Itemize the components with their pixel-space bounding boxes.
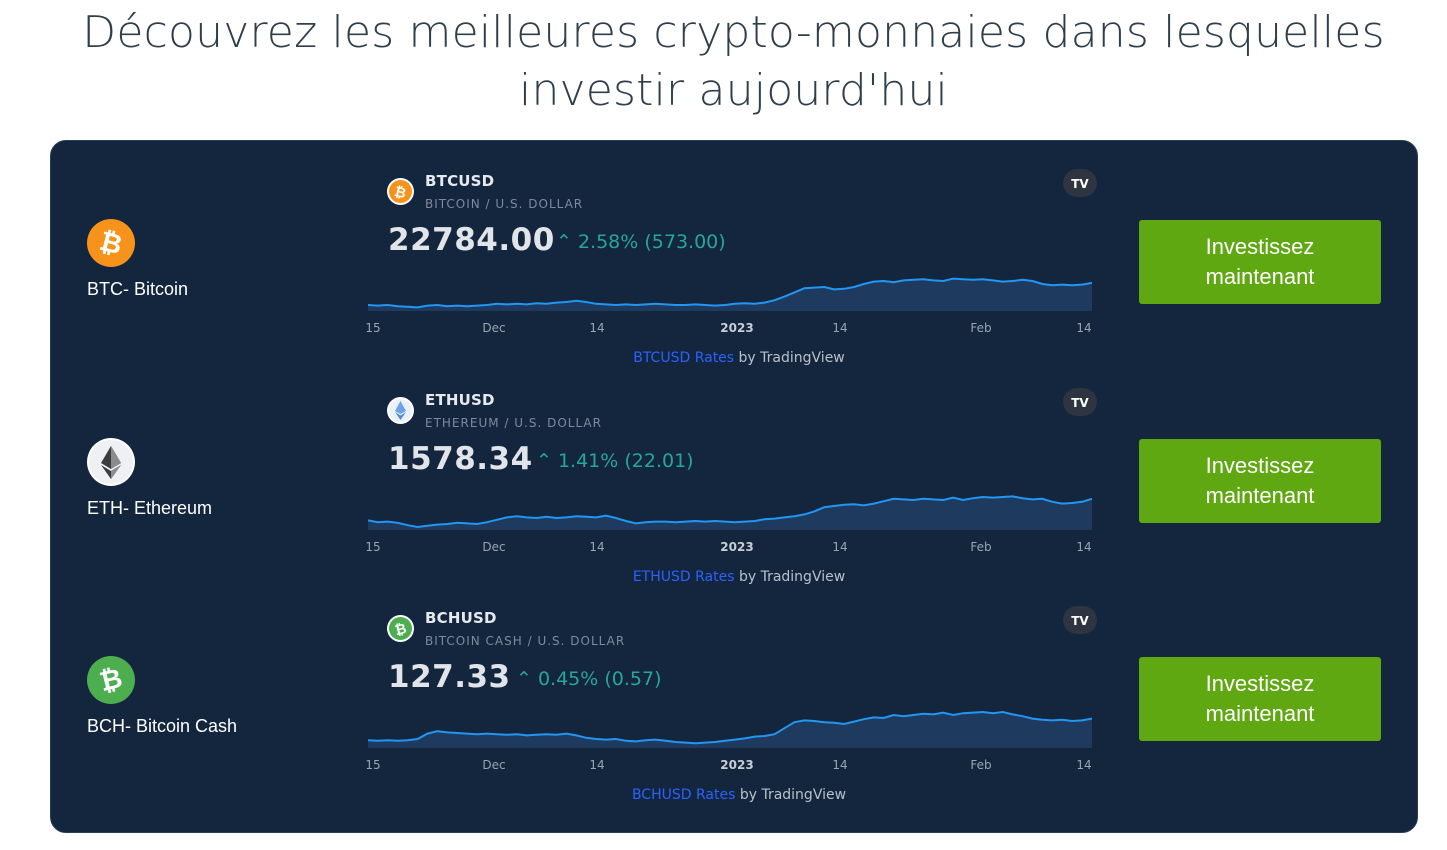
symbol-description: ETHEREUM / U.S. DOLLAR xyxy=(425,416,602,430)
axis-tick: 14 xyxy=(589,758,605,772)
axis-tick: Feb xyxy=(970,540,992,554)
coin-name: BTC- Bitcoin xyxy=(87,279,189,299)
time-axis: 15 Dec 14 2023 14 Feb 14 xyxy=(365,540,1100,556)
coin-name: ETH- Ethereum xyxy=(87,498,213,518)
axis-tick: Dec xyxy=(482,758,506,772)
crypto-panel: ₿ BTC- Bitcoin ₿ BTCUSD BITCOIN / U.S. D… xyxy=(50,140,1418,833)
sparkline-line xyxy=(368,710,1092,745)
tradingview-logo-icon[interactable]: TV xyxy=(1063,169,1097,197)
price-sparkline[interactable] xyxy=(368,251,1092,311)
axis-tick: 14 xyxy=(589,540,605,554)
symbol-description: BITCOIN / U.S. DOLLAR xyxy=(425,197,584,211)
axis-tick: 2023 xyxy=(720,758,754,772)
headline-line-1: Découvrez les meilleures crypto-monnaies… xyxy=(82,7,1385,58)
tradingview-widget[interactable]: ETHUSD ETHEREUM / U.S. DOLLAR TV 1578.34… xyxy=(365,360,1100,585)
axis-tick: 15 xyxy=(365,758,381,772)
axis-tick: 2023 xyxy=(720,540,754,554)
crypto-row-bch: ₿ BCH- Bitcoin Cash ₿ BCHUSD BITCOIN CAS… xyxy=(51,578,1419,803)
ethereum-icon xyxy=(387,397,414,424)
axis-tick: 14 xyxy=(832,540,848,554)
svg-text:TV: TV xyxy=(1071,396,1089,410)
svg-text:TV: TV xyxy=(1071,177,1089,191)
axis-tick: Feb xyxy=(970,758,992,772)
axis-tick: 2023 xyxy=(720,321,754,335)
time-axis: 15 Dec 14 2023 14 Feb 14 xyxy=(365,321,1100,337)
tradingview-credit: BCHUSD Rates by TradingView xyxy=(631,787,847,803)
last-price: 22784.00 xyxy=(388,222,555,258)
sparkline-area xyxy=(368,712,1092,748)
tradingview-widget[interactable]: ₿ BCHUSD BITCOIN CASH / U.S. DOLLAR TV 1… xyxy=(365,578,1100,803)
bitcoin-cash-icon: ₿ xyxy=(87,656,135,704)
price-change: ⌃ 2.58% (573.00) xyxy=(556,231,726,253)
svg-text:₿: ₿ xyxy=(393,621,408,639)
up-caret-icon: ⌃ xyxy=(536,450,558,472)
axis-tick: 15 xyxy=(365,540,381,554)
rates-link[interactable]: BTCUSD Rates xyxy=(633,350,735,366)
time-axis: 15 Dec 14 2023 14 Feb 14 xyxy=(365,758,1100,774)
symbol-description: BITCOIN CASH / U.S. DOLLAR xyxy=(425,634,626,648)
invest-now-button[interactable]: Investissez maintenant xyxy=(1139,439,1381,523)
bitcoin-cash-icon: ₿ xyxy=(387,615,414,642)
headline-line-2: investir aujourd'hui xyxy=(519,65,948,116)
axis-tick: 15 xyxy=(365,321,381,335)
symbol-ticker[interactable]: BTCUSD xyxy=(425,172,495,190)
up-caret-icon: ⌃ xyxy=(516,668,538,690)
svg-text:TV: TV xyxy=(1071,614,1089,628)
ethereum-icon xyxy=(87,438,135,486)
page-headline: Découvrez les meilleures crypto-monnaies… xyxy=(0,4,1447,120)
axis-tick: Dec xyxy=(482,321,506,335)
price-change: ⌃ 1.41% (22.01) xyxy=(536,450,694,472)
sparkline-line xyxy=(368,495,1092,529)
axis-tick: 14 xyxy=(832,321,848,335)
tradingview-credit: BTCUSD Rates by TradingView xyxy=(633,350,845,366)
symbol-ticker[interactable]: ETHUSD xyxy=(425,391,495,409)
sparkline-area xyxy=(368,496,1092,530)
sparkline-line xyxy=(368,277,1092,309)
bitcoin-icon: ₿ xyxy=(387,178,414,205)
price-change: ⌃ 0.45% (0.57) xyxy=(516,668,662,690)
crypto-row-btc: ₿ BTC- Bitcoin ₿ BTCUSD BITCOIN / U.S. D… xyxy=(51,141,1419,366)
invest-now-button[interactable]: Investissez maintenant xyxy=(1139,220,1381,304)
axis-tick: 14 xyxy=(1076,540,1092,554)
symbol-ticker[interactable]: BCHUSD xyxy=(425,609,497,627)
tradingview-credit: ETHUSD Rates by TradingView xyxy=(632,569,846,585)
axis-tick: 14 xyxy=(1076,321,1092,335)
last-price: 1578.34 xyxy=(388,441,533,477)
up-caret-icon: ⌃ xyxy=(556,231,578,253)
tradingview-logo-icon[interactable]: TV xyxy=(1063,606,1097,634)
price-sparkline[interactable] xyxy=(368,470,1092,530)
last-price: 127.33 xyxy=(388,659,511,695)
axis-tick: 14 xyxy=(832,758,848,772)
axis-tick: Feb xyxy=(970,321,992,335)
bitcoin-icon: ₿ xyxy=(87,219,135,267)
invest-now-button[interactable]: Investissez maintenant xyxy=(1139,657,1381,741)
sparkline-area xyxy=(368,278,1092,311)
rates-link[interactable]: BCHUSD Rates xyxy=(631,787,736,803)
axis-tick: 14 xyxy=(1076,758,1092,772)
axis-tick: 14 xyxy=(589,321,605,335)
tradingview-widget[interactable]: ₿ BTCUSD BITCOIN / U.S. DOLLAR TV 22784.… xyxy=(365,141,1100,366)
coin-name: BCH- Bitcoin Cash xyxy=(87,716,238,736)
tradingview-logo-icon[interactable]: TV xyxy=(1063,388,1097,416)
price-sparkline[interactable] xyxy=(368,688,1092,748)
svg-text:₿: ₿ xyxy=(393,184,408,202)
crypto-row-eth: ETH- Ethereum ETHUSD ETHEREUM / U.S. DOL… xyxy=(51,360,1419,585)
rates-link[interactable]: ETHUSD Rates xyxy=(632,569,735,585)
axis-tick: Dec xyxy=(482,540,506,554)
